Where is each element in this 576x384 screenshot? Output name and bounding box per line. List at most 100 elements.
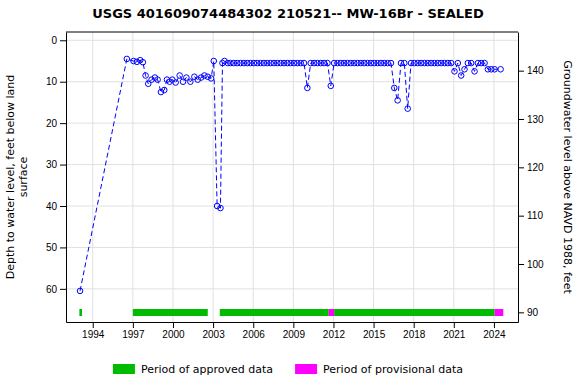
y2-axis-title: Groundwater level above NAVD 1988, feet bbox=[561, 60, 574, 294]
plot-root: 1994199720002003200620092012201520182021… bbox=[46, 32, 544, 340]
x-tick-mark bbox=[414, 322, 415, 328]
series-point bbox=[143, 73, 149, 79]
x-axis: 1994199720002003200620092012201520182021… bbox=[67, 322, 519, 340]
series-point bbox=[462, 66, 468, 72]
chart-container: 1994199720002003200620092012201520182021… bbox=[0, 0, 576, 384]
x-tick-label: 2000 bbox=[162, 329, 185, 340]
x-tick-label: 2018 bbox=[403, 329, 426, 340]
y2-tick-label: 90 bbox=[527, 307, 539, 318]
x-tick-label: 1997 bbox=[122, 329, 145, 340]
x-tick-mark bbox=[253, 322, 254, 328]
axis-line bbox=[518, 33, 519, 323]
y2-tick-mark bbox=[518, 312, 524, 313]
grid-line-x bbox=[293, 32, 294, 322]
x-tick-mark bbox=[494, 322, 495, 328]
grid-line-x bbox=[453, 32, 454, 322]
grid-line-x bbox=[333, 32, 334, 322]
y-tick-label: 60 bbox=[46, 284, 58, 295]
y-tick: 50 bbox=[46, 242, 66, 253]
y-tick: 10 bbox=[46, 76, 66, 87]
y2-tick-label: 100 bbox=[527, 259, 544, 270]
y-axis-title-line: surface bbox=[17, 156, 30, 197]
y-tick-label: 0 bbox=[51, 35, 57, 46]
y2-tick-mark bbox=[518, 264, 524, 265]
series-point bbox=[448, 60, 454, 66]
grid-line-y bbox=[66, 206, 518, 207]
series-point bbox=[452, 69, 458, 75]
legend-swatch bbox=[113, 364, 135, 374]
grid bbox=[66, 32, 518, 322]
y-axis-title-line: Depth to water level, feet below land bbox=[4, 75, 17, 280]
y-axis-title: Depth to water level, feet below landsur… bbox=[4, 75, 30, 280]
grid-line-y bbox=[66, 123, 518, 124]
x-tick: 2024 bbox=[483, 322, 506, 340]
y-tick-label: 30 bbox=[46, 159, 58, 170]
axis-line bbox=[67, 322, 519, 323]
series-point bbox=[161, 87, 167, 93]
y-tick: 20 bbox=[46, 118, 66, 129]
y-tick-mark bbox=[60, 123, 66, 124]
x-tick: 1997 bbox=[122, 322, 145, 340]
series-point bbox=[205, 74, 211, 80]
x-tick-mark bbox=[133, 322, 134, 328]
grid-line-x bbox=[373, 32, 374, 322]
y-tick: 0 bbox=[51, 35, 66, 46]
series-point bbox=[218, 205, 224, 211]
series-point bbox=[458, 73, 464, 79]
y2-tick: 100 bbox=[518, 259, 544, 270]
x-tick: 2021 bbox=[443, 322, 466, 340]
x-tick-label: 2015 bbox=[363, 329, 386, 340]
y-tick: 40 bbox=[46, 201, 66, 212]
y-tick-mark bbox=[60, 40, 66, 41]
y2-tick: 90 bbox=[518, 307, 539, 318]
series-point bbox=[492, 66, 498, 72]
legend-label: Period of provisional data bbox=[323, 363, 463, 376]
series-point bbox=[402, 60, 408, 66]
grid-line-y bbox=[66, 247, 518, 248]
grid-line-y bbox=[66, 81, 518, 82]
series-point bbox=[140, 59, 146, 65]
x-tick-label: 2024 bbox=[483, 329, 506, 340]
title: USGS 401609074484302 210521-- MW-16Br - … bbox=[92, 6, 484, 21]
series-point bbox=[188, 79, 194, 85]
period-bar bbox=[329, 309, 334, 316]
y-tick-label: 40 bbox=[46, 201, 58, 212]
series-point bbox=[124, 56, 130, 62]
series-point bbox=[392, 85, 398, 91]
y-tick-mark bbox=[60, 165, 66, 166]
y2-tick-label: 120 bbox=[527, 162, 544, 173]
x-tick: 2006 bbox=[243, 322, 266, 340]
grid-line-x bbox=[92, 32, 93, 322]
y-tick: 60 bbox=[46, 284, 66, 295]
x-tick: 2015 bbox=[363, 322, 386, 340]
y2-tick-label: 130 bbox=[527, 114, 544, 125]
series-point bbox=[482, 60, 488, 66]
series-point bbox=[405, 106, 411, 112]
y-tick: 30 bbox=[46, 159, 66, 170]
x-tick-mark bbox=[333, 322, 334, 328]
y2-tick: 110 bbox=[518, 210, 543, 221]
x-tick-label: 2003 bbox=[202, 329, 225, 340]
series-point bbox=[328, 83, 334, 89]
y2-tick: 130 bbox=[518, 114, 544, 125]
series-point bbox=[325, 60, 331, 66]
x-tick-label: 2012 bbox=[323, 329, 346, 340]
series-point bbox=[211, 58, 217, 64]
x-tick-mark bbox=[293, 322, 294, 328]
series-point bbox=[208, 76, 214, 82]
series-point bbox=[472, 69, 478, 75]
y2-tick: 120 bbox=[518, 162, 544, 173]
x-tick: 2018 bbox=[403, 322, 426, 340]
y-tick-mark bbox=[60, 206, 66, 207]
x-tick: 1994 bbox=[82, 322, 105, 340]
period-bar bbox=[334, 309, 494, 316]
x-tick-mark bbox=[454, 322, 455, 328]
y2-tick-mark bbox=[518, 119, 524, 120]
x-tick-label: 2021 bbox=[443, 329, 466, 340]
legend-item: Period of provisional data bbox=[295, 363, 463, 376]
series-point bbox=[305, 85, 311, 91]
series-point bbox=[202, 73, 208, 79]
x-tick-label: 2006 bbox=[243, 329, 266, 340]
x-tick-mark bbox=[374, 322, 375, 328]
y-tick-mark bbox=[60, 289, 66, 290]
